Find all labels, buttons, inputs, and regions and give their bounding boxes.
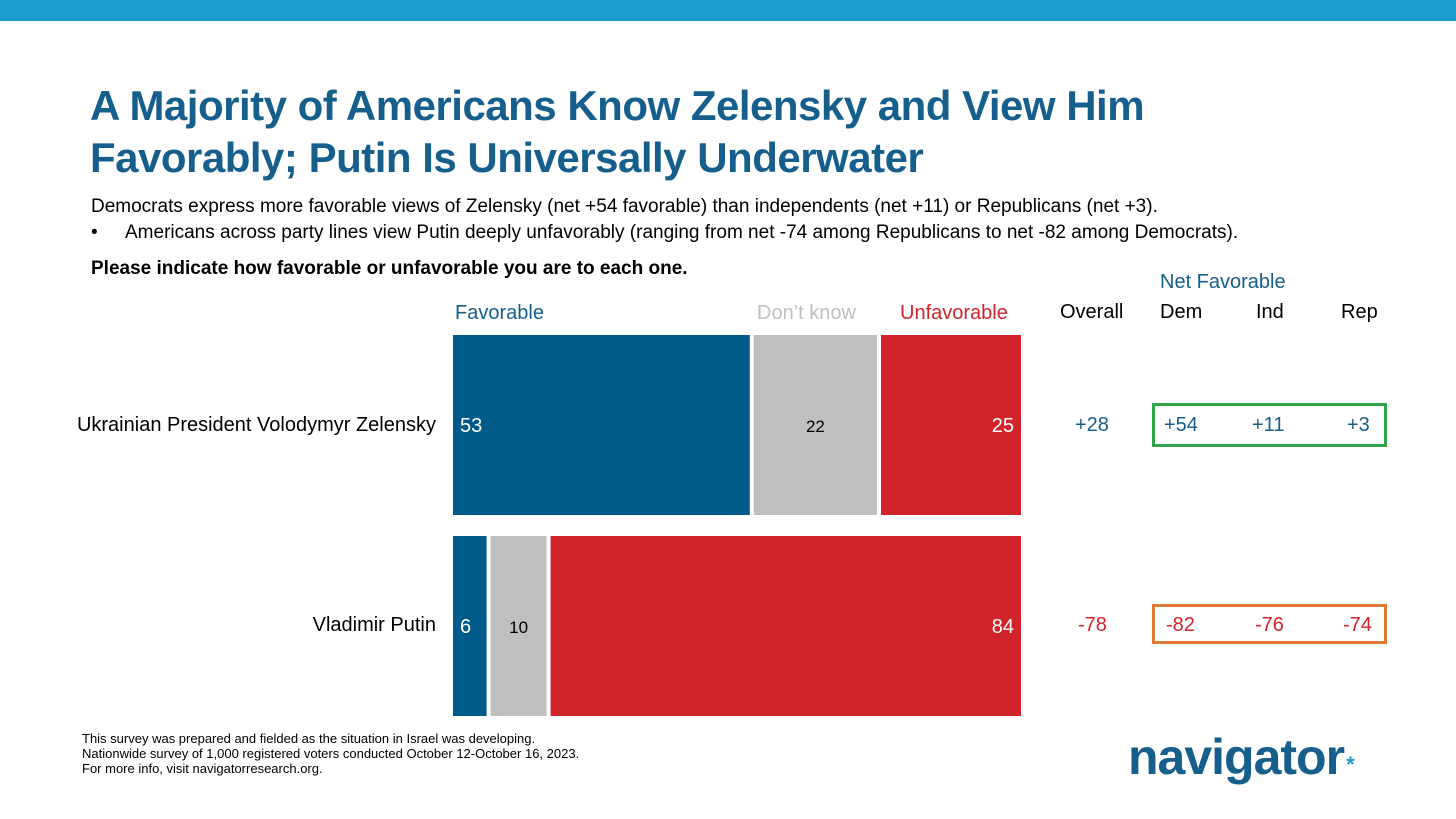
legend-dont-know: Don’t know [757, 302, 856, 324]
footnote-3: For more info, visit navigatorresearch.o… [82, 761, 323, 776]
page-title: A Majority of Americans Know Zelensky an… [90, 80, 1290, 184]
row-label-zelensky: Ukrainian President Volodymyr Zelensky [76, 414, 436, 436]
navigator-logo: navigator* [1128, 728, 1355, 786]
logo-text: navigator [1128, 729, 1345, 785]
bullet-symbol: • [91, 222, 98, 243]
label-putin-favorable: 6 [460, 616, 471, 638]
logo-star-icon: * [1346, 752, 1355, 777]
footnotes: This survey was prepared and fielded as … [82, 731, 579, 776]
zelensky-net-dem: +54 [1164, 414, 1198, 436]
legend-favorable: Favorable [455, 302, 544, 324]
overall-header: Overall [1060, 301, 1124, 323]
putin-net-overall: -78 [1078, 614, 1107, 636]
label-putin-dont-know: 10 [509, 618, 528, 637]
label-zelensky-favorable: 53 [460, 415, 482, 437]
survey-question: Please indicate how favorable or unfavor… [91, 258, 688, 279]
bullet-text: Americans across party lines view Putin … [125, 222, 1239, 243]
title-line-1: A Majority of Americans Know Zelensky an… [90, 82, 1145, 129]
rep-header: Rep [1341, 301, 1378, 323]
bullet-point: • Americans across party lines view Putin… [91, 222, 1238, 244]
bar-putin-dont-know [490, 536, 547, 716]
label-zelensky-dont-know: 22 [806, 417, 825, 436]
zelensky-net-highlight-box [1152, 403, 1387, 447]
putin-net-highlight-box [1152, 604, 1387, 644]
top-accent-bar [0, 0, 1456, 21]
bar-zelensky-unfavorable [881, 335, 1021, 515]
subtitle: Democrats express more favorable views o… [91, 196, 1158, 217]
bar-putin-favorable [453, 536, 487, 716]
footnote-1: This survey was prepared and fielded as … [82, 731, 536, 746]
zelensky-net-ind: +11 [1252, 414, 1285, 436]
dem-header: Dem [1160, 301, 1203, 323]
label-zelensky-unfavorable: 25 [992, 415, 1014, 437]
putin-net-ind: -76 [1255, 614, 1284, 636]
footnote-2: Nationwide survey of 1,000 registered vo… [82, 746, 580, 761]
legend-unfavorable: Unfavorable [900, 302, 1008, 324]
bar-zelensky-dont-know [753, 335, 877, 515]
title-line-2: Favorably; Putin Is Universally Underwat… [90, 134, 924, 181]
ind-header: Ind [1256, 301, 1284, 323]
putin-net-dem: -82 [1166, 614, 1195, 636]
zelensky-net-rep: +3 [1347, 414, 1370, 436]
zelensky-net-overall: +28 [1075, 414, 1109, 436]
net-favorable-header: Net Favorable [1160, 271, 1286, 293]
bar-zelensky-favorable [453, 335, 750, 515]
row-label-putin: Vladimir Putin [312, 614, 436, 636]
label-putin-unfavorable: 84 [992, 616, 1014, 638]
putin-net-rep: -74 [1343, 614, 1372, 636]
bar-putin-unfavorable [550, 536, 1021, 716]
